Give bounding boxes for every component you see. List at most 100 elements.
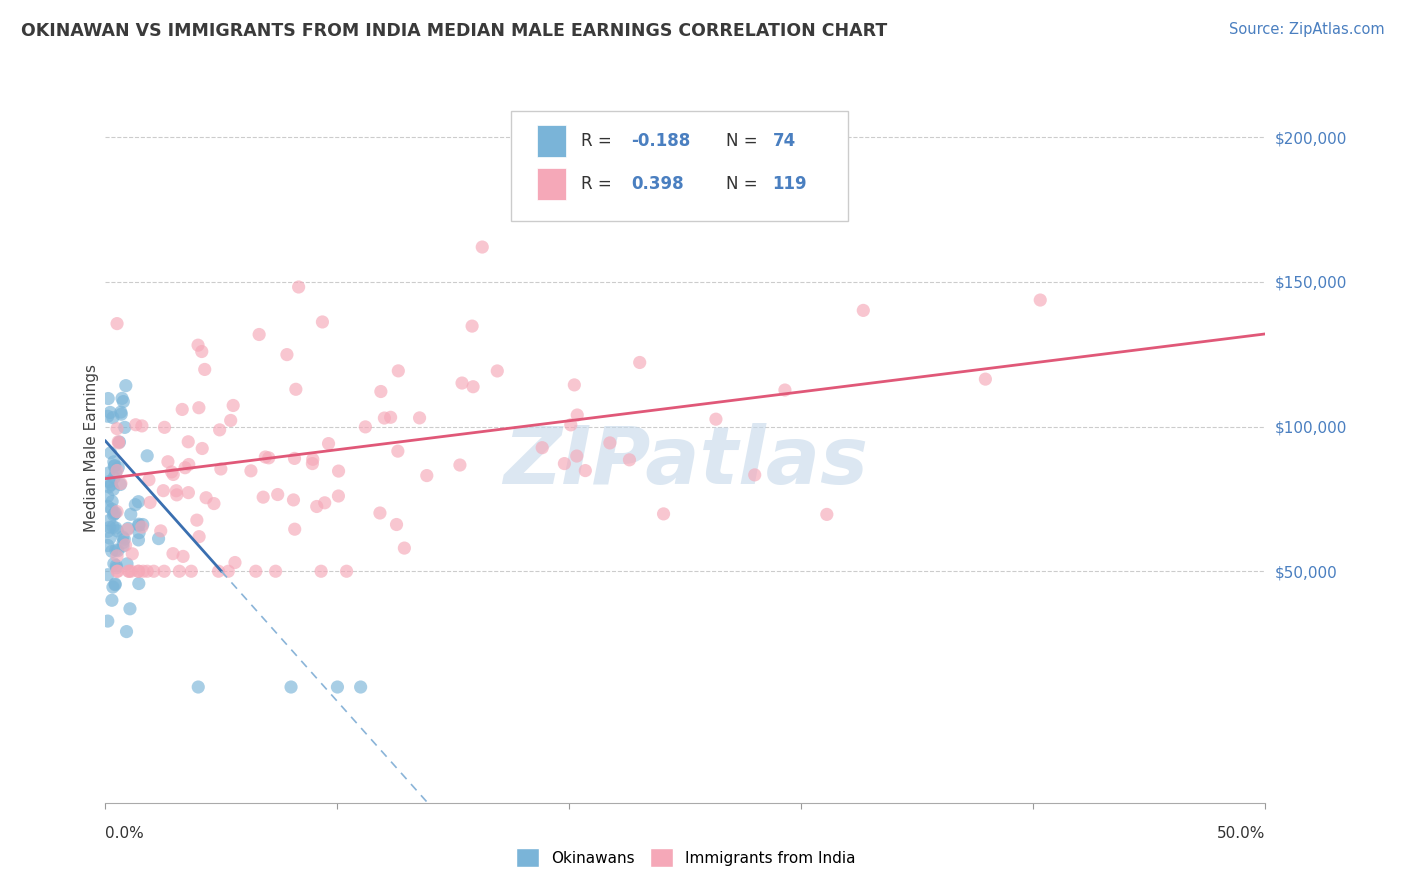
Point xyxy=(97,489,120,503)
Point xyxy=(328,489,350,503)
Point xyxy=(97,466,120,480)
Point xyxy=(328,464,350,478)
Point xyxy=(283,451,305,466)
Point xyxy=(224,556,246,570)
Point xyxy=(118,564,141,578)
Point xyxy=(773,383,796,397)
Text: Source: ZipAtlas.com: Source: ZipAtlas.com xyxy=(1229,22,1385,37)
Point xyxy=(267,487,290,501)
Point xyxy=(172,402,194,417)
Point xyxy=(149,524,172,538)
Point xyxy=(461,380,484,394)
Point xyxy=(101,544,124,558)
Point xyxy=(100,477,122,491)
Point xyxy=(335,564,357,578)
Point xyxy=(416,468,439,483)
Point xyxy=(619,453,641,467)
Text: 74: 74 xyxy=(772,132,796,150)
Point xyxy=(110,476,132,491)
Point xyxy=(153,420,176,434)
Point xyxy=(132,564,155,578)
Point xyxy=(127,564,149,578)
Point xyxy=(326,680,349,694)
Point xyxy=(562,378,585,392)
Point xyxy=(98,475,121,489)
Point xyxy=(97,524,120,539)
Point xyxy=(222,399,245,413)
FancyBboxPatch shape xyxy=(512,112,848,221)
Point xyxy=(172,549,194,564)
Point xyxy=(114,420,136,434)
Point xyxy=(177,485,200,500)
Point xyxy=(104,543,127,558)
Point xyxy=(209,462,232,476)
Point xyxy=(370,384,392,399)
Point xyxy=(852,303,875,318)
Point xyxy=(98,520,121,534)
Text: R =: R = xyxy=(581,175,617,193)
Point xyxy=(187,401,209,415)
Point xyxy=(208,423,231,437)
Point xyxy=(380,410,402,425)
Point xyxy=(101,580,124,594)
Point xyxy=(103,508,125,522)
Legend: Okinawans, Immigrants from India: Okinawans, Immigrants from India xyxy=(509,842,862,873)
Point xyxy=(105,317,128,331)
Point xyxy=(652,507,675,521)
Point xyxy=(117,564,139,578)
Point xyxy=(101,520,124,534)
Point xyxy=(368,506,391,520)
Text: N =: N = xyxy=(725,175,763,193)
Point xyxy=(188,530,211,544)
Point xyxy=(202,497,225,511)
Point xyxy=(314,496,336,510)
Point xyxy=(162,467,184,482)
Point xyxy=(112,532,135,546)
Point xyxy=(180,564,202,578)
Point xyxy=(124,498,146,512)
Point xyxy=(97,392,120,406)
Point xyxy=(105,558,128,573)
Point xyxy=(104,506,127,520)
Point xyxy=(105,560,128,574)
Point xyxy=(107,434,129,449)
Point xyxy=(169,564,191,578)
Point xyxy=(187,338,209,352)
Point xyxy=(128,518,150,533)
Point xyxy=(408,410,430,425)
Point xyxy=(565,449,588,463)
Point xyxy=(107,460,129,475)
Text: R =: R = xyxy=(581,132,617,150)
Point xyxy=(98,531,121,545)
Point xyxy=(108,435,131,450)
Point xyxy=(97,409,120,424)
Point xyxy=(252,490,274,504)
Point xyxy=(247,327,270,342)
Point xyxy=(104,578,127,592)
Point xyxy=(112,535,135,549)
Point xyxy=(191,442,214,456)
Point xyxy=(160,465,183,479)
Point xyxy=(287,280,309,294)
Point xyxy=(110,405,132,419)
Point xyxy=(111,530,134,544)
Point xyxy=(354,420,377,434)
Point xyxy=(574,464,596,478)
Point xyxy=(194,362,217,376)
Point xyxy=(284,522,307,536)
Point xyxy=(101,410,124,425)
Point xyxy=(276,348,298,362)
Point xyxy=(114,538,136,552)
Point xyxy=(139,495,162,509)
Text: 0.398: 0.398 xyxy=(631,175,683,193)
Point xyxy=(567,408,589,422)
Point xyxy=(125,417,148,432)
Point xyxy=(103,470,125,484)
Point xyxy=(110,407,132,421)
Point xyxy=(974,372,997,386)
Point xyxy=(103,458,125,473)
Point xyxy=(394,541,416,555)
Point xyxy=(283,492,305,507)
Point xyxy=(284,382,307,396)
Point xyxy=(318,436,340,450)
